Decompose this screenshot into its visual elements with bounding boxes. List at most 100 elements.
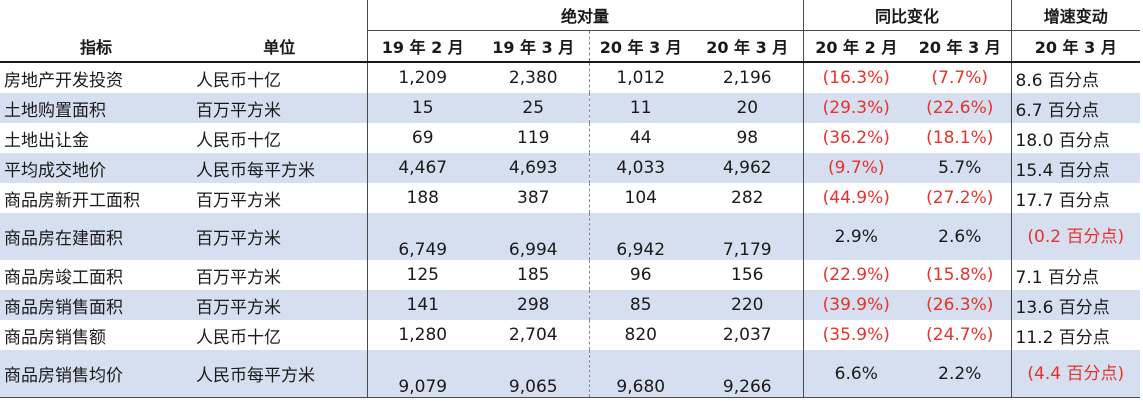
cell-unit: 人民币每平方米 — [192, 350, 367, 398]
col-header-yoy-20feb: 20 年 2 月 — [802, 30, 910, 63]
cell-unit: 百万平方米 — [196, 190, 281, 211]
cell-absolute-value: 6,942 — [588, 213, 692, 260]
cell-absolute-value: 96 — [588, 260, 692, 290]
cell-indicator: 平均成交地价 — [0, 153, 192, 183]
cell-yoy-change: (29.3%) — [802, 93, 910, 123]
cell-yoy-change: (22.6%) — [909, 93, 1012, 123]
table-row: 商品房竣工面积 百万平方米 125 185 96 156 (22.9%) (15.8%) 7.1… — [0, 260, 1141, 290]
cell-yoy-change: (24.7%) — [926, 325, 994, 345]
cell-indicator: 商品房在建面积 — [0, 213, 192, 260]
table-row: 商品房在建面积 百万平方米 6,749 6,994 6,942 7,179 2.9% 2.6%… — [0, 213, 1141, 260]
col-header-19feb: 19 年 2 月 — [366, 30, 478, 63]
table-row: 房地产开发投资 人民币十亿 1,209 2,380 1,012 2,196 (16.3%) (… — [0, 62, 1141, 93]
cell-unit: 人民币十亿 — [196, 70, 281, 91]
table-row: 商品房销售均价 人民币每平方米 9,079 9,065 9,680 9,266 6.6% 2.… — [0, 350, 1141, 398]
cell-absolute-value: 11 — [588, 93, 692, 123]
cell-speed-change: 15.4 百分点 — [1010, 153, 1141, 183]
cell-absolute-value: 2,196 — [722, 68, 772, 88]
cell-absolute-value: 2,704 — [508, 325, 558, 345]
cell-absolute-value: 4,033 — [588, 153, 692, 183]
cell-yoy-change: (9.7%) — [802, 153, 910, 183]
col-header-indicator: 指标 — [0, 30, 192, 63]
cell-absolute-value: 4,467 — [366, 153, 478, 183]
cell-yoy-change: (26.3%) — [909, 290, 1012, 320]
cell-yoy-change: (39.9%) — [802, 290, 910, 320]
cell-absolute-value: 4,962 — [692, 153, 804, 183]
cell-yoy-change: (18.1%) — [926, 128, 994, 148]
col-header-speed-20mar: 20 年 3 月 — [1010, 30, 1141, 63]
cell-yoy-change: (15.8%) — [926, 265, 994, 285]
cell-unit: 百万平方米 — [192, 93, 367, 123]
col-header-19mar: 19 年 3 月 — [478, 30, 589, 63]
cell-unit: 百万平方米 — [192, 213, 367, 260]
cell-absolute-value: 7,179 — [692, 213, 804, 260]
cell-absolute-value: 9,266 — [692, 350, 804, 398]
cell-absolute-value: 98 — [736, 128, 759, 148]
cell-absolute-value: 85 — [588, 290, 692, 320]
cell-absolute-value: 185 — [517, 265, 550, 285]
cell-speed-change: 18.0 百分点 — [1010, 123, 1141, 153]
cell-indicator: 商品房销售均价 — [0, 350, 192, 398]
cell-indicator: 商品房竣工面积 — [4, 267, 123, 288]
cell-absolute-value: 282 — [731, 188, 764, 208]
cell-speed-change: (4.4 百分点) — [1010, 350, 1141, 398]
cell-yoy-change: (22.9%) — [802, 260, 910, 290]
cell-speed-change: 7.1 百分点 — [1010, 260, 1141, 290]
col-header-yoy-20mar: 20 年 3 月 — [909, 30, 1012, 63]
col-header-unit: 单位 — [192, 30, 367, 63]
cell-absolute-value: 1,209 — [366, 62, 478, 93]
cell-indicator: 房地产开发投资 — [4, 70, 123, 91]
cell-absolute-value: 25 — [478, 93, 589, 123]
cell-yoy-change: 2.2% — [909, 350, 1012, 398]
cell-yoy-change: 2.9% — [802, 213, 910, 260]
cell-yoy-change: (44.9%) — [802, 183, 910, 213]
group-header-absolute: 绝对量 — [366, 0, 804, 31]
cell-absolute-value: 6,749 — [366, 213, 478, 260]
table-row: 平均成交地价 人民币每平方米 4,467 4,693 4,033 4,962 (9.7%) 5… — [0, 153, 1141, 183]
table-row: 商品房销售面积 百万平方米 141 298 85 220 (39.9%) (26.3%) 13.… — [0, 290, 1141, 320]
cell-speed-change: 17.7 百分点 — [1010, 183, 1141, 213]
cell-absolute-value: 69 — [366, 123, 478, 153]
cell-absolute-value: 387 — [517, 188, 550, 208]
cell-absolute-value: 44 — [588, 123, 692, 153]
cell-yoy-change: (35.9%) — [802, 320, 910, 350]
cell-yoy-change: (7.7%) — [931, 68, 988, 88]
table-row: 土地出让金 人民币十亿 69 119 44 98 (36.2%) (18.1%) 18.0 百分… — [0, 123, 1141, 153]
cell-yoy-change: (27.2%) — [926, 188, 994, 208]
cell-absolute-value: 1,280 — [366, 320, 478, 350]
cell-yoy-change: 6.6% — [802, 350, 910, 398]
cell-yoy-change: (16.3%) — [802, 62, 910, 93]
cell-absolute-value: 15 — [366, 93, 478, 123]
group-header-yoy: 同比变化 — [802, 0, 1012, 31]
group-header-speed: 增速变动 — [1010, 0, 1141, 31]
cell-yoy-change: 2.6% — [909, 213, 1012, 260]
cell-speed-change: 13.6 百分点 — [1010, 290, 1141, 320]
cell-absolute-value: 2,380 — [508, 68, 558, 88]
cell-absolute-value: 141 — [366, 290, 478, 320]
cell-indicator: 土地购置面积 — [0, 93, 192, 123]
cell-absolute-value: 9,079 — [366, 350, 478, 398]
cell-speed-change: 6.7 百分点 — [1010, 93, 1141, 123]
cell-unit: 人民币十亿 — [196, 130, 281, 151]
cell-unit: 百万平方米 — [192, 290, 367, 320]
cell-unit: 人民币十亿 — [196, 327, 281, 348]
cell-indicator: 商品房销售面积 — [0, 290, 192, 320]
cell-absolute-value: 9,680 — [588, 350, 692, 398]
cell-speed-change: 11.2 百分点 — [1010, 320, 1141, 350]
cell-absolute-value: 104 — [588, 183, 692, 213]
cell-absolute-value: 2,037 — [722, 325, 772, 345]
cell-indicator: 土地出让金 — [4, 130, 89, 151]
cell-absolute-value: 9,065 — [478, 350, 589, 398]
cell-absolute-value: 820 — [588, 320, 692, 350]
cell-unit: 百万平方米 — [196, 267, 281, 288]
table-row: 商品房销售额 人民币十亿 1,280 2,704 820 2,037 (35.9%) (24.… — [0, 320, 1141, 350]
real-estate-data-table: 绝对量 同比变化 增速变动 指标 单位 19 年 2 月 19 年 3 月 20… — [0, 0, 1141, 398]
cell-indicator: 商品房新开工面积 — [4, 190, 140, 211]
header-blank — [0, 0, 367, 31]
col-header-20mar-b: 20 年 3 月 — [692, 30, 804, 63]
cell-absolute-value: 1,012 — [588, 62, 692, 93]
cell-speed-change: (0.2 百分点) — [1010, 213, 1141, 260]
cell-absolute-value: 125 — [366, 260, 478, 290]
table-row: 土地购置面积 百万平方米 15 25 11 20 (29.3%) (22.6%) 6.7 百分点 — [0, 93, 1141, 123]
